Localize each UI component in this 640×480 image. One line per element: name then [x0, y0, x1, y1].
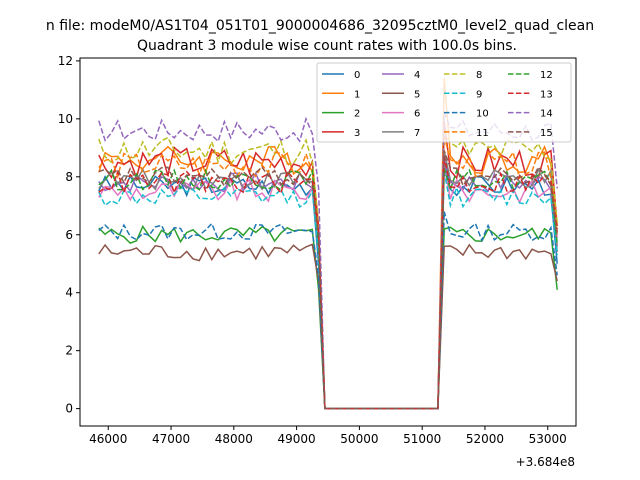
x-offset-label: +3.684e8: [516, 455, 575, 469]
series-line-2: [98, 224, 558, 410]
y-tick-label: 4: [65, 286, 73, 300]
series-line-6: [98, 165, 558, 410]
series-line-1: [98, 78, 558, 410]
legend-label-6: 6: [414, 109, 420, 120]
x-tick-label: 53000: [529, 432, 567, 446]
legend-label-0: 0: [354, 70, 360, 81]
x-tick-label: 51000: [403, 432, 441, 446]
series-line-15: [98, 150, 558, 410]
legend-label-15: 15: [540, 128, 553, 139]
series-line-5: [98, 243, 558, 410]
y-tick-label: 6: [65, 228, 73, 242]
x-tick-label: 47000: [152, 432, 190, 446]
y-tick-label: 8: [65, 170, 73, 184]
legend-frame: [316, 62, 572, 143]
legend-label-11: 11: [476, 128, 489, 139]
legend-label-14: 14: [540, 109, 553, 120]
series-line-11: [98, 136, 558, 410]
y-axis-ticks: 0 2 4 6 8 10 12: [58, 54, 80, 416]
legend-label-2: 2: [354, 109, 360, 120]
series-line-7: [98, 150, 558, 410]
x-tick-label: 50000: [340, 432, 378, 446]
figure-suptitle: n file: modeM0/AS1T04_051T01_9000004686_…: [46, 18, 594, 34]
legend-label-7: 7: [414, 128, 420, 139]
legend-label-5: 5: [414, 89, 420, 100]
plot-lines: [98, 78, 558, 410]
legend-label-8: 8: [476, 70, 482, 81]
chart-title: Quadrant 3 module wise count rates with …: [137, 38, 517, 54]
series-line-14: [98, 112, 558, 410]
legend-label-4: 4: [414, 70, 420, 81]
series-line-13: [98, 156, 558, 410]
series-line-8: [98, 130, 558, 410]
series-line-9: [98, 170, 558, 410]
y-tick-label: 10: [58, 112, 73, 126]
series-line-12: [98, 167, 558, 410]
legend-label-10: 10: [476, 109, 489, 120]
x-tick-label: 52000: [466, 432, 504, 446]
legend-label-9: 9: [476, 89, 482, 100]
series-line-10: [98, 211, 558, 410]
x-tick-label: 49000: [278, 432, 316, 446]
legend-label-1: 1: [354, 89, 360, 100]
legend-label-3: 3: [354, 128, 360, 139]
series-line-3: [98, 121, 558, 410]
x-tick-label: 46000: [89, 432, 127, 446]
legend-label-12: 12: [540, 70, 553, 81]
legend-label-13: 13: [540, 89, 553, 100]
x-axis-ticks: 46000 47000 48000 49000 50000 51000 52000 53000: [89, 426, 567, 446]
y-tick-label: 0: [65, 402, 73, 416]
y-tick-label: 12: [58, 54, 73, 68]
y-tick-label: 2: [65, 344, 73, 358]
x-tick-label: 48000: [215, 432, 253, 446]
plot-area-frame: [79, 57, 577, 427]
